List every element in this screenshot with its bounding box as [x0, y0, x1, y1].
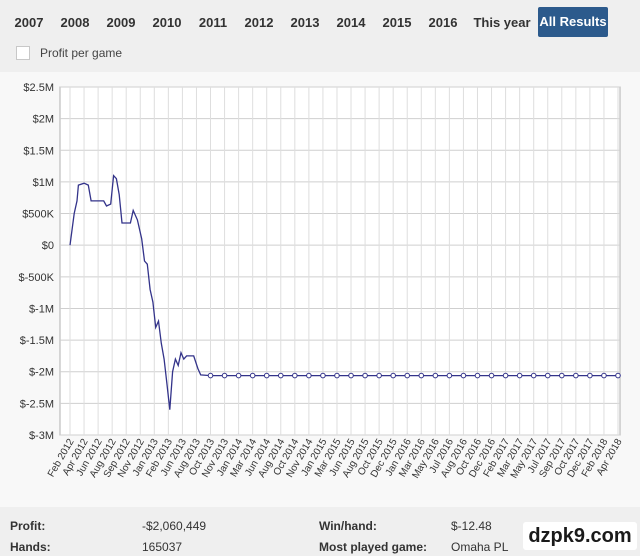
data-point	[292, 372, 298, 379]
y-tick-label: $-2M	[29, 367, 54, 379]
data-point	[362, 372, 368, 379]
data-point	[516, 372, 523, 379]
tab-2014[interactable]: 2014	[336, 14, 366, 30]
data-point	[558, 372, 565, 379]
data-point	[502, 372, 509, 379]
tab-2015[interactable]: 2015	[382, 14, 412, 30]
data-point	[544, 372, 551, 379]
hands-value: 165037	[142, 540, 183, 554]
profit-per-game-toggle[interactable]: Profit per game	[16, 46, 122, 60]
most-played-value: Omaha PL	[451, 540, 509, 554]
profit-line	[69, 174, 618, 410]
winhand-value: $-12.48	[451, 519, 492, 533]
year-tabs: 2007 2008 2009 2010 2011 2012 2013 2014 2015 2016…	[0, 7, 608, 37]
data-point	[249, 372, 256, 379]
tab-2007[interactable]: 2007	[14, 14, 44, 30]
tab-2010[interactable]: 2010	[152, 14, 182, 30]
tab-all-results[interactable]: All Results	[538, 7, 608, 37]
tab-2016[interactable]: 2016	[428, 14, 458, 30]
data-point	[432, 372, 439, 379]
y-tick-label: $2.5M	[23, 82, 54, 94]
data-point	[390, 372, 396, 379]
y-tick-label: $500K	[22, 209, 54, 221]
tab-2013[interactable]: 2013	[290, 14, 320, 30]
profit-per-game-label: Profit per game	[40, 46, 123, 60]
plot-area	[59, 86, 621, 436]
data-point	[306, 372, 312, 379]
data-point	[488, 372, 495, 379]
watermark-logo: dzpk9.com	[523, 522, 637, 550]
data-point	[573, 372, 579, 379]
most-played-label: Most played game:	[319, 540, 428, 554]
data-point	[615, 372, 621, 379]
filter-bar: 2007 2008 2009 2010 2011 2012 2013 2014 2015 2016…	[0, 0, 640, 72]
y-tick-label: $2M	[33, 114, 54, 126]
profit-per-game-checkbox[interactable]	[16, 46, 30, 60]
y-tick-label: $-500K	[19, 272, 55, 284]
data-point	[418, 372, 425, 379]
tab-this-year[interactable]: This year	[473, 14, 531, 30]
y-tick-label: $0	[42, 240, 54, 252]
data-point	[207, 372, 214, 379]
y-tick-label: $-1M	[29, 303, 54, 315]
y-tick-label: $1.5M	[23, 145, 54, 157]
data-point	[235, 372, 242, 379]
y-tick-label: $-2.5M	[20, 398, 54, 410]
winhand-label: Win/hand:	[319, 519, 377, 533]
tab-2008[interactable]: 2008	[60, 14, 90, 30]
y-tick-label: $-3M	[29, 430, 54, 442]
data-point	[334, 372, 340, 379]
profit-chart-svg: $2.5M $2M $1.5M $1M $500K $0 $-500K $-1M $-1.5M $…	[19, 82, 625, 481]
hands-label: Hands:	[10, 540, 51, 554]
data-point	[446, 372, 453, 379]
tab-2011[interactable]: 2011	[198, 14, 228, 30]
data-point	[474, 372, 481, 379]
data-point	[221, 372, 228, 379]
y-tick-label: $1M	[33, 177, 54, 189]
tab-2009[interactable]: 2009	[106, 14, 136, 30]
data-point	[460, 372, 467, 379]
data-point	[320, 372, 326, 379]
profit-chart: $2.5M $2M $1.5M $1M $500K $0 $-500K $-1M $-1.5M $…	[0, 72, 640, 507]
data-point	[277, 372, 284, 379]
data-point	[376, 372, 382, 379]
data-point	[587, 372, 593, 379]
profit-value: -$2,060,449	[142, 519, 207, 533]
tab-2012[interactable]: 2012	[244, 14, 274, 30]
data-point	[348, 372, 354, 379]
data-point	[601, 372, 607, 379]
data-point	[404, 372, 411, 379]
y-tick-label: $-1.5M	[20, 335, 54, 347]
data-point	[263, 372, 270, 379]
data-point	[530, 372, 537, 379]
profit-label: Profit:	[10, 519, 46, 533]
